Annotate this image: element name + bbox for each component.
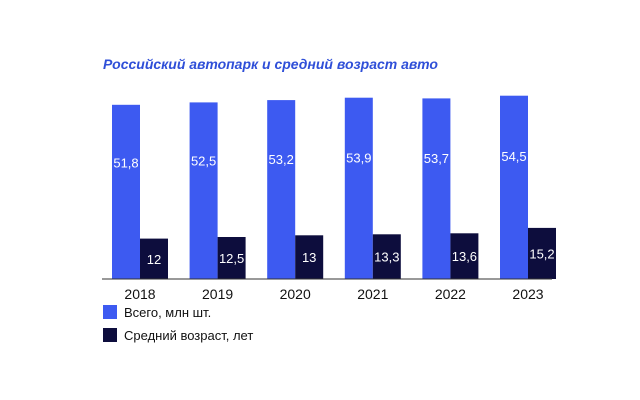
data-label-total-2022: 53,7 <box>424 151 449 166</box>
bar-total-2022 <box>422 98 451 280</box>
legend-swatch-total <box>103 305 117 319</box>
data-label-age-2020: 13 <box>302 250 316 265</box>
x-tick-2020: 2020 <box>280 286 311 302</box>
data-label-total-2023: 54,5 <box>501 149 526 164</box>
bar-age-2021 <box>372 234 401 279</box>
bar-total-2018 <box>112 104 140 279</box>
x-tick-2019: 2019 <box>202 286 233 302</box>
bar-total-2019 <box>189 102 218 280</box>
data-label-age-2023: 15,2 <box>529 246 554 261</box>
x-tick-2021: 2021 <box>357 286 388 302</box>
data-label-total-2019: 52,5 <box>191 154 216 169</box>
data-label-age-2019: 12,5 <box>219 251 244 266</box>
data-label-total-2021: 53,9 <box>346 151 371 166</box>
legend-label-age: Средний возраст, лет <box>124 328 253 343</box>
bars-layer: 51,8 12 52,5 12,5 53,2 13 53,9 13,3 53,7 13,6 54,5… <box>112 95 556 280</box>
legend: Всего, млн шт. Средний возраст, лет <box>103 305 253 343</box>
legend-swatch-age <box>103 328 117 342</box>
data-label-age-2021: 13,3 <box>374 250 399 265</box>
chart-title: Российский автопарк и средний возраст ав… <box>103 56 438 72</box>
bar-total-2023 <box>500 95 528 279</box>
legend-item-age: Средний возраст, лет <box>103 328 253 343</box>
data-label-total-2020: 53,2 <box>269 152 294 167</box>
bar-age-2022 <box>450 233 479 279</box>
bar-age-2023 <box>528 227 556 279</box>
bar-total-2020 <box>267 100 296 279</box>
bar-total-2021 <box>344 97 373 279</box>
x-tick-2018: 2018 <box>124 286 155 302</box>
legend-label-total: Всего, млн шт. <box>124 305 211 320</box>
data-label-age-2022: 13,6 <box>452 249 477 264</box>
x-tick-2023: 2023 <box>512 286 543 302</box>
legend-item-total: Всего, млн шт. <box>103 305 211 320</box>
bar-age-2018 <box>140 238 168 279</box>
bar-age-2020 <box>295 235 324 279</box>
bar-age-2019 <box>217 237 246 279</box>
data-label-total-2018: 51,8 <box>113 155 138 170</box>
data-label-age-2018: 12 <box>147 252 161 267</box>
x-tick-2022: 2022 <box>435 286 466 302</box>
x-tick-labels: 2018 2019 2020 2021 2022 2023 <box>124 286 543 302</box>
